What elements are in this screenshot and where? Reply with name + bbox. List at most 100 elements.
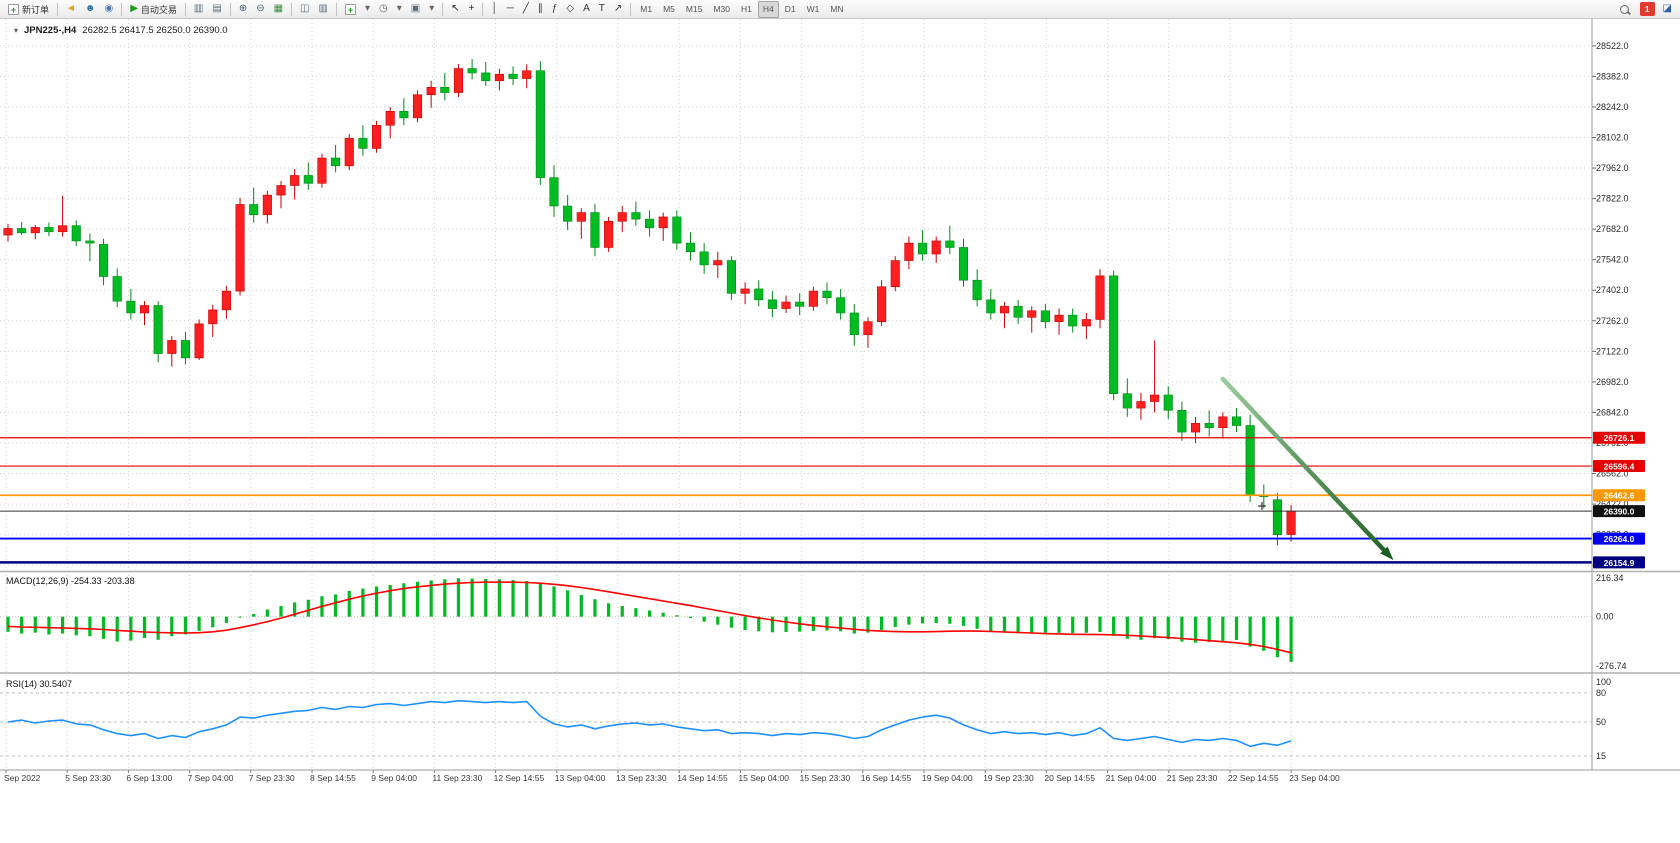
macd-histogram-bar — [1221, 616, 1225, 641]
horizontal-line-icon[interactable]: ─ — [503, 1, 518, 18]
indicators-icon[interactable]: + — [341, 1, 360, 18]
alerts-icon[interactable]: ◄ — [62, 1, 80, 18]
arrows-icon[interactable]: ↗ — [610, 1, 626, 18]
toolbar-divider — [442, 2, 444, 16]
timeframe-mn[interactable]: MN — [825, 1, 848, 18]
time-axis[interactable] — [0, 770, 1680, 788]
timeframe-h4[interactable]: H4 — [757, 0, 779, 18]
community-icon[interactable]: ◉ — [100, 1, 117, 18]
macd-histogram-bar — [961, 616, 966, 626]
macd-histogram-bar — [115, 616, 119, 642]
chart-plot-area[interactable] — [0, 19, 1592, 770]
timeframe-d1[interactable]: D1 — [780, 1, 801, 18]
macd-histogram-bar — [20, 616, 24, 634]
cursor-icon[interactable]: ↖ — [447, 1, 463, 18]
candle-body — [139, 305, 150, 314]
label-icon[interactable]: T — [595, 1, 609, 18]
text-icon-glyph: A — [583, 3, 590, 14]
candle-body — [631, 212, 641, 220]
price-axis-label: 27262.0 — [1596, 316, 1629, 326]
timeframe-m5[interactable]: M5 — [658, 1, 680, 18]
timeframe-h1-label: H1 — [741, 4, 752, 14]
timeframe-w1[interactable]: W1 — [802, 1, 825, 18]
macd-histogram-bar — [839, 616, 843, 632]
macd-histogram-bar — [1112, 616, 1116, 636]
candle-body — [685, 242, 696, 253]
new-order-button[interactable]: + 新订单 — [4, 1, 53, 18]
timeframe-m30[interactable]: M30 — [708, 1, 735, 18]
cascade-windows-icon[interactable]: ◫ — [296, 1, 313, 18]
macd-histogram-bar — [1262, 616, 1266, 651]
macd-histogram-bar — [852, 616, 856, 634]
search-icon[interactable] — [1613, 1, 1636, 18]
timeframe-h1[interactable]: H1 — [736, 1, 757, 18]
trendline-icon[interactable]: ╱ — [519, 1, 533, 18]
template-dropdown-icon[interactable]: ▾ — [425, 1, 438, 18]
price-axis-label: 27962.0 — [1596, 163, 1629, 173]
macd-histogram-bar — [1098, 616, 1102, 632]
macd-histogram-bar — [484, 578, 488, 617]
candle-body — [1109, 275, 1119, 394]
price-badge-label: 26154.9 — [1604, 558, 1635, 568]
vertical-line-icon[interactable]: │ — [487, 1, 501, 18]
new-chart-icon[interactable]: ▥ — [190, 1, 207, 18]
macd-histogram-bar — [552, 586, 556, 617]
period-dropdown-icon[interactable]: ▾ — [393, 1, 406, 18]
price-axis[interactable] — [1593, 19, 1680, 770]
candle-body — [1191, 423, 1201, 433]
notification-badge[interactable]: 1 — [1639, 2, 1655, 16]
zoom-out-icon[interactable]: ⊖ — [252, 1, 268, 18]
candle-body — [849, 312, 859, 336]
price-axis-label: 27542.0 — [1596, 255, 1629, 265]
crosshair-icon[interactable]: + — [465, 1, 479, 18]
price-axis-label: 26842.0 — [1596, 407, 1629, 417]
tile-windows-icon[interactable]: ▦ — [270, 1, 287, 18]
candle-body — [412, 94, 423, 119]
channel-icon[interactable]: ∥ — [534, 1, 547, 18]
chart-profiles-icon[interactable]: ▤ — [208, 1, 225, 18]
macd-histogram-bar — [252, 614, 256, 617]
shapes-icon[interactable]: ◇ — [562, 1, 578, 18]
profile-icon[interactable]: ☻ — [81, 1, 100, 18]
chart-collapse-icon[interactable]: ▾ — [14, 26, 19, 35]
profile-icon-glyph: ☻ — [84, 3, 96, 14]
candle-body — [822, 290, 832, 298]
candle-body — [262, 194, 272, 216]
candle-body — [986, 299, 996, 314]
macd-histogram-bar — [811, 616, 815, 631]
timeframe-m15[interactable]: M15 — [681, 1, 708, 18]
candle-body — [877, 286, 887, 322]
zoom-in-icon[interactable]: ⊕ — [235, 1, 251, 18]
macd-histogram-bar — [1139, 616, 1143, 640]
macd-histogram-bar — [265, 609, 269, 617]
indicators-dropdown-icon[interactable]: ▾ — [361, 1, 374, 18]
candle-body — [958, 247, 969, 281]
candle-body — [917, 242, 928, 255]
toolbar-divider — [482, 2, 484, 16]
candle-body — [180, 340, 190, 359]
panel-toggle-icon[interactable]: ◪ — [1659, 1, 1676, 18]
candle-body — [644, 218, 655, 229]
time-axis-label: 15 Sep 04:00 — [738, 773, 789, 783]
period-icon[interactable]: ◷ — [375, 1, 392, 18]
text-icon[interactable]: A — [579, 1, 594, 18]
time-axis-label: 11 Sep 23:30 — [432, 773, 482, 783]
candle-body — [1136, 401, 1146, 409]
price-badge-label: 26726.1 — [1604, 433, 1635, 443]
macd-histogram-bar — [511, 580, 515, 617]
macd-histogram-bar — [784, 616, 788, 632]
candle-body — [358, 138, 368, 149]
fibonacci-icon[interactable]: ƒ — [548, 1, 562, 18]
macd-histogram-bar — [1275, 616, 1280, 658]
macd-histogram-bar — [729, 616, 734, 628]
template-icon[interactable]: ▣ — [407, 1, 424, 18]
timeframe-m1[interactable]: M1 — [635, 1, 657, 18]
candle-body — [1286, 510, 1296, 535]
fibonacci-icon-glyph: ƒ — [551, 3, 558, 14]
tile-vertical-icon[interactable]: ▥ — [315, 1, 332, 18]
trend-arrow-annotation[interactable] — [1220, 376, 1394, 561]
autotrade-button[interactable]: ▶ 自动交易 — [126, 1, 181, 18]
macd-histogram-bar — [61, 616, 65, 634]
macd-histogram-bar — [1153, 616, 1157, 639]
candle-body — [1013, 306, 1023, 318]
